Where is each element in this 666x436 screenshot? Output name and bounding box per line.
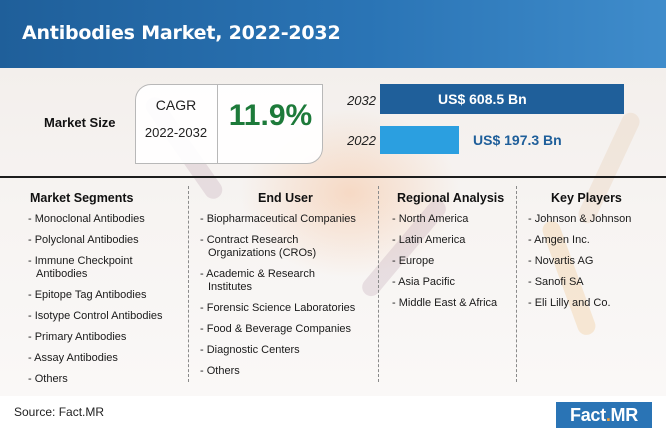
- bar-value-label: US$ 197.3 Bn: [473, 132, 562, 148]
- list-item: - Others: [200, 365, 240, 377]
- logo-dot: .: [605, 404, 611, 425]
- cagr-period: 2022-2032: [144, 125, 208, 140]
- logo-text-right: MR: [610, 404, 639, 425]
- list-item: - Amgen Inc.: [528, 234, 590, 246]
- column-title-end-user: End User: [258, 191, 313, 205]
- column-divider: [188, 186, 189, 382]
- end-user-list: - Biopharmaceutical Companies - Contract…: [200, 213, 356, 378]
- list-item: - Novartis AG: [528, 255, 594, 267]
- list-item: - Epitope Tag Antibodies: [28, 289, 147, 301]
- page-title: Antibodies Market, 2022-2032: [22, 22, 341, 44]
- list-item: - Latin America: [392, 234, 466, 246]
- list-item: - Immune Checkpoint Antibodies: [28, 255, 133, 280]
- list-item: - Contract Research Organizations (CROs): [200, 234, 317, 259]
- column-divider: [378, 186, 379, 382]
- header-banner: Antibodies Market, 2022-2032: [0, 0, 666, 68]
- list-item: - Diagnostic Centers: [200, 344, 300, 356]
- regional-analysis-list: - North America - Latin America - Europe…: [392, 213, 497, 310]
- list-item: - Monoclonal Antibodies: [28, 213, 145, 225]
- market-segments-list: - Monoclonal Antibodies - Polyclonal Ant…: [28, 213, 163, 386]
- list-item: - Assay Antibodies: [28, 352, 118, 364]
- antibody-shape: [575, 109, 643, 227]
- cagr-label: CAGR: [155, 97, 197, 113]
- column-divider: [516, 186, 517, 382]
- list-item: - Others: [28, 373, 68, 385]
- bar-2032: [380, 84, 624, 114]
- list-item: - Food & Beverage Companies: [200, 323, 352, 335]
- column-title-key-players: Key Players: [551, 191, 622, 205]
- cagr-value: 11.9%: [228, 99, 313, 132]
- list-item: - Middle East & Africa: [392, 297, 498, 309]
- list-item: - North America: [392, 213, 469, 225]
- bar-category-label: 2022: [347, 133, 376, 148]
- market-size-label: Market Size: [44, 115, 116, 130]
- cagr-divider: [217, 84, 218, 164]
- factmr-logo: Fact. MR: [556, 402, 652, 428]
- list-item: - Johnson & Johnson: [528, 213, 632, 225]
- key-players-list: - Johnson & Johnson - Amgen Inc. - Novar…: [528, 213, 631, 310]
- footer: [0, 396, 666, 436]
- cagr-box: [135, 84, 323, 164]
- bar-value-label: US$ 608.5 Bn: [438, 91, 527, 107]
- list-item: - Academic & Research Institutes: [200, 268, 315, 293]
- section-divider: [0, 176, 666, 178]
- source-text: Source: Fact.MR: [14, 405, 105, 419]
- list-item: - Isotype Control Antibodies: [28, 310, 163, 322]
- bar-2022: [380, 126, 459, 154]
- bar-category-label: 2032: [347, 93, 376, 108]
- column-title-market-segments: Market Segments: [30, 191, 134, 205]
- list-item: - Eli Lilly and Co.: [528, 297, 611, 309]
- list-item: - Primary Antibodies: [28, 331, 127, 343]
- logo-text-left: Fact: [570, 404, 606, 425]
- list-item: - Europe: [392, 255, 435, 267]
- list-item: - Polyclonal Antibodies: [28, 234, 139, 246]
- list-item: - Sanofi SA: [528, 276, 584, 288]
- column-title-regional-analysis: Regional Analysis: [397, 191, 505, 205]
- list-item: - Asia Pacific: [392, 276, 455, 288]
- list-item: - Forensic Science Laboratories: [200, 302, 356, 314]
- list-item: - Biopharmaceutical Companies: [200, 213, 356, 225]
